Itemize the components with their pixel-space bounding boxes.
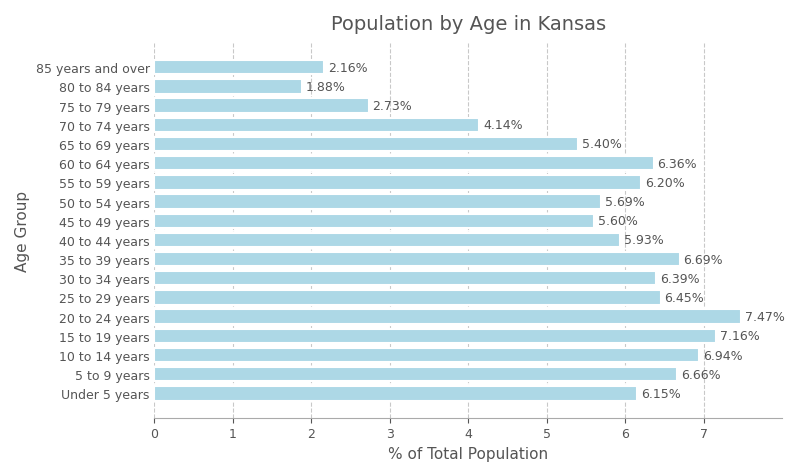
Text: 6.15%: 6.15% — [641, 387, 681, 400]
Bar — [154, 214, 594, 228]
Text: 6.45%: 6.45% — [665, 291, 704, 304]
Text: 5.69%: 5.69% — [605, 196, 645, 208]
Bar — [154, 387, 637, 401]
X-axis label: % of Total Population: % of Total Population — [388, 446, 549, 461]
Text: 7.16%: 7.16% — [720, 330, 760, 343]
Text: 1.88%: 1.88% — [306, 80, 346, 94]
Text: 5.40%: 5.40% — [582, 138, 622, 151]
Bar — [154, 367, 677, 382]
Bar — [154, 291, 661, 305]
Text: 5.60%: 5.60% — [598, 215, 638, 228]
Bar — [154, 118, 479, 133]
Text: 6.66%: 6.66% — [681, 368, 721, 381]
Text: 6.20%: 6.20% — [645, 177, 685, 189]
Bar — [154, 61, 324, 75]
Bar — [154, 348, 699, 363]
Text: 5.93%: 5.93% — [624, 234, 663, 247]
Text: 4.14%: 4.14% — [483, 119, 523, 132]
Bar — [154, 252, 679, 267]
Bar — [154, 138, 578, 152]
Bar — [154, 310, 741, 324]
Y-axis label: Age Group: Age Group — [15, 190, 30, 271]
Bar — [154, 195, 601, 209]
Text: 2.73%: 2.73% — [373, 100, 412, 113]
Bar — [154, 157, 654, 171]
Text: 2.16%: 2.16% — [328, 61, 367, 74]
Text: 6.69%: 6.69% — [683, 253, 723, 266]
Title: Population by Age in Kansas: Population by Age in Kansas — [331, 15, 606, 34]
Bar — [154, 80, 302, 94]
Text: 7.47%: 7.47% — [745, 310, 785, 324]
Text: 6.36%: 6.36% — [658, 157, 697, 170]
Bar — [154, 176, 641, 190]
Text: 6.94%: 6.94% — [703, 349, 742, 362]
Bar — [154, 233, 620, 248]
Bar — [154, 99, 369, 113]
Bar — [154, 271, 656, 286]
Text: 6.39%: 6.39% — [660, 272, 699, 285]
Bar — [154, 329, 716, 343]
